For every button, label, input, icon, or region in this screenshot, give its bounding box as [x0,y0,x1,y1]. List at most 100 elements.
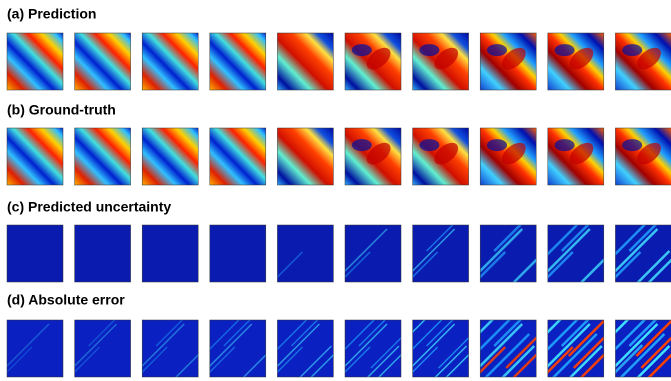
image-tile [210,33,266,90]
tile-content [75,128,131,185]
tile-content [0,320,63,381]
vortex [352,139,372,151]
field [142,33,198,90]
field [7,320,63,377]
tile-content [75,33,131,90]
image-tile [257,225,333,297]
tile-content [257,301,353,381]
tile-content [595,300,671,381]
field [277,33,333,90]
tile-content [55,301,134,381]
field [345,320,401,377]
tile-content [595,206,671,297]
field [548,225,604,282]
image-tile [413,128,469,185]
field [75,128,131,185]
image-tile [325,301,421,381]
image-tile [75,128,131,185]
vortex [419,139,439,151]
tile-content [345,128,401,185]
tile-content [393,300,489,381]
image-tile [122,301,218,381]
tile-content [75,225,131,282]
tile-content [142,33,198,90]
image-tile [75,33,131,90]
tile-content [528,206,624,297]
field [480,225,536,282]
field [75,320,131,377]
image-tile [528,206,624,297]
image-tile [210,225,266,282]
tile-content [122,301,218,381]
tile-content [7,33,63,90]
field [75,225,131,282]
image-tile [142,225,198,282]
tile-content [142,128,198,185]
image-tile [548,33,604,90]
image-tile [55,301,134,381]
image-tile [345,128,401,185]
field [277,225,333,282]
image-tile [595,300,671,381]
image-tile [548,128,604,185]
image-tile [528,300,624,381]
field [142,128,198,185]
panel-title: (d) Absolute error [7,292,125,308]
field [210,128,266,185]
image-tile [480,33,536,90]
image-tile [345,33,401,90]
field [142,225,198,282]
tile-content [325,225,401,297]
image-tile [393,300,489,381]
tile-content [210,225,266,282]
tile-content [277,33,333,90]
panel-title: (a) Prediction [7,6,96,22]
image-tile [7,128,63,185]
field [75,33,131,90]
tile-content [413,33,469,90]
tile-content [548,33,604,90]
tile-content [190,301,286,381]
tile-content [393,206,472,297]
tile-content [210,128,266,185]
tile-content [142,225,198,282]
image-tile [480,128,536,185]
vortex [622,44,642,56]
image-tile [325,225,401,297]
field [210,225,266,282]
image-tile [7,225,63,282]
vortex [419,44,439,56]
tile-content [548,128,604,185]
image-tile [393,206,472,297]
image-tile [257,301,353,381]
image-tile [413,33,469,90]
tile-content [528,300,624,381]
image-tile [190,301,286,381]
image-tile [595,206,671,297]
vortex [555,44,575,56]
tile-content [615,33,671,90]
field [7,33,63,90]
tile-content [210,33,266,90]
image-tile [615,33,671,90]
tile-content [277,128,333,185]
field [7,128,63,185]
field [210,320,266,377]
image-tile [75,225,131,282]
image-tile [277,33,333,90]
vortex [487,139,507,151]
panel-title: (b) Ground-truth [7,102,116,118]
image-tile [142,128,198,185]
image-tile [277,128,333,185]
tile-content [460,206,556,297]
tile-content [615,128,671,185]
tile-content [325,301,421,381]
image-tile [142,33,198,90]
image-tile [0,320,63,381]
figure: (a) Prediction (b) Ground-truth (c) Pred… [0,0,671,381]
image-tile [210,128,266,185]
tile-content [460,300,556,381]
vortex [352,44,372,56]
tile-content [480,128,536,185]
field [7,225,63,282]
